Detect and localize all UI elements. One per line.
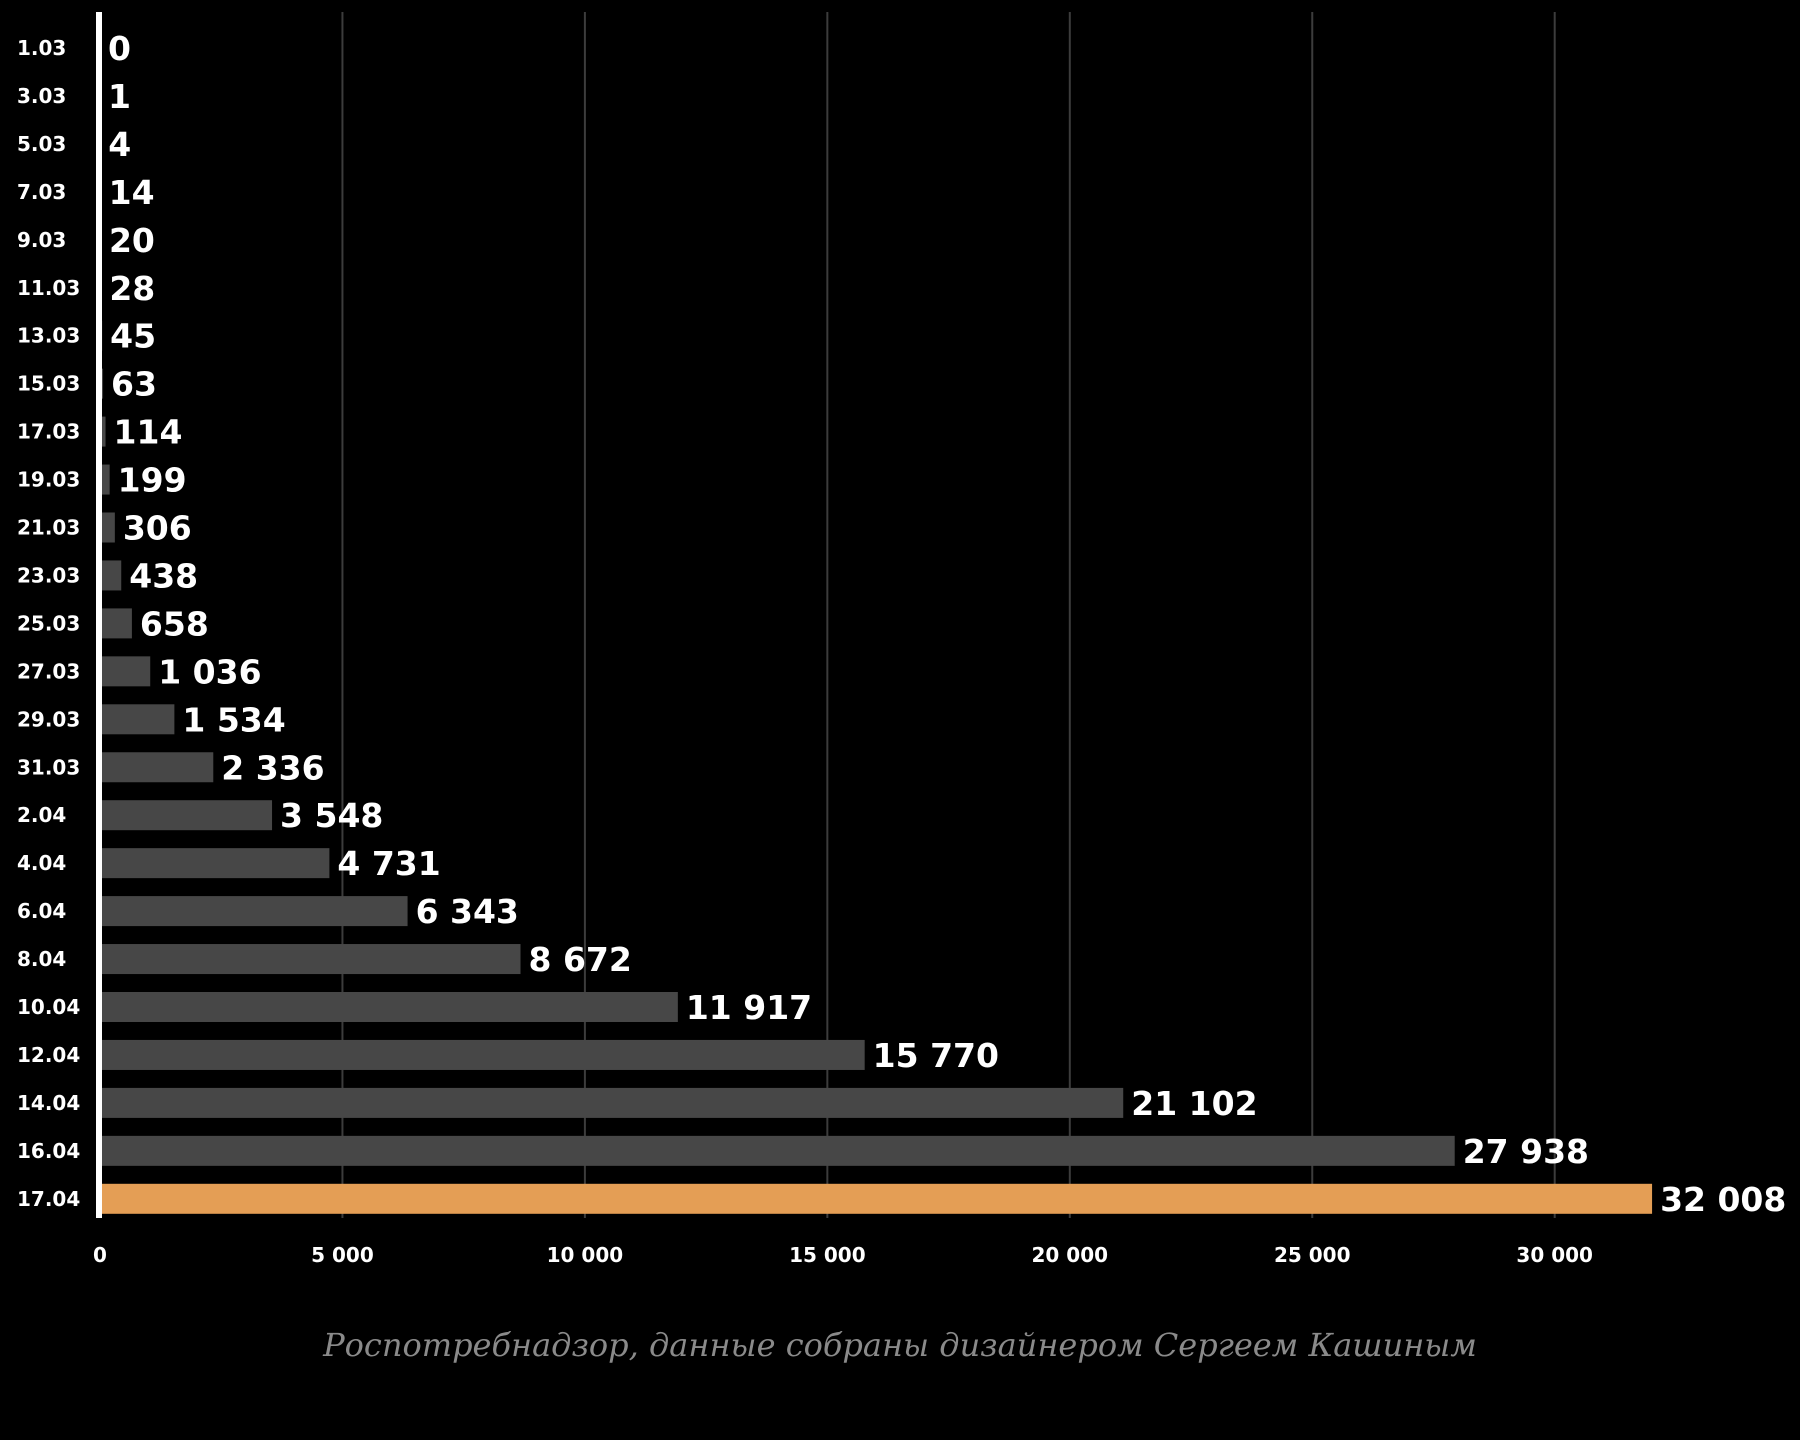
value-label: 11 917 <box>686 988 812 1027</box>
source-caption: Роспотребнадзор, данные собраны дизайнер… <box>323 1326 1477 1364</box>
category-label: 21.03 <box>17 516 80 540</box>
bar <box>100 992 678 1022</box>
bar <box>100 608 132 639</box>
bar <box>100 704 175 735</box>
category-label: 29.03 <box>17 707 80 731</box>
bar <box>100 752 214 783</box>
category-label: 9.03 <box>17 228 66 252</box>
value-label: 0 <box>108 29 131 68</box>
x-tick-label: 30 000 <box>1516 1243 1593 1267</box>
bar <box>100 464 110 495</box>
x-tick-label: 20 000 <box>1032 1243 1109 1267</box>
value-label: 6 343 <box>416 892 519 931</box>
bar <box>100 1135 1455 1166</box>
bar <box>100 944 521 975</box>
category-label: 17.04 <box>17 1187 80 1211</box>
value-label: 2 336 <box>221 748 324 787</box>
value-label: 32 008 <box>1660 1180 1786 1219</box>
category-label: 23.03 <box>17 563 80 587</box>
value-label: 27 938 <box>1463 1132 1589 1171</box>
category-label: 13.03 <box>17 324 80 348</box>
value-label: 438 <box>129 556 198 595</box>
value-label: 199 <box>118 461 187 500</box>
category-label: 11.03 <box>17 276 80 300</box>
category-label: 8.04 <box>17 947 66 971</box>
category-label: 5.03 <box>17 132 66 156</box>
value-label: 4 731 <box>337 844 440 883</box>
value-label: 114 <box>114 413 183 452</box>
value-label: 3 548 <box>280 796 383 835</box>
value-label: 21 102 <box>1131 1084 1257 1123</box>
category-label: 12.04 <box>17 1043 80 1067</box>
bar <box>100 416 106 447</box>
x-tick-label: 10 000 <box>547 1243 624 1267</box>
bar <box>100 896 408 927</box>
category-label: 25.03 <box>17 611 80 635</box>
value-label: 15 770 <box>873 1036 999 1075</box>
value-label: 1 <box>108 77 131 116</box>
category-label: 15.03 <box>17 372 80 396</box>
category-label: 19.03 <box>17 468 80 492</box>
category-label: 31.03 <box>17 755 80 779</box>
bar <box>100 848 330 879</box>
value-label: 28 <box>109 269 155 308</box>
bar <box>100 800 273 831</box>
bar <box>100 1183 1653 1214</box>
x-tick-label: 5 000 <box>311 1243 374 1267</box>
x-tick-label: 15 000 <box>789 1243 866 1267</box>
category-label: 4.04 <box>17 851 66 875</box>
value-label: 63 <box>111 365 157 404</box>
category-label: 7.03 <box>17 180 66 204</box>
category-label: 14.04 <box>17 1091 80 1115</box>
value-label: 45 <box>110 317 156 356</box>
value-label: 20 <box>109 221 155 260</box>
value-label: 8 672 <box>529 940 632 979</box>
category-label: 10.04 <box>17 995 80 1019</box>
bar <box>100 512 115 543</box>
category-label: 17.03 <box>17 420 80 444</box>
x-tick-label: 25 000 <box>1274 1243 1351 1267</box>
category-label: 2.04 <box>17 803 66 827</box>
category-label: 16.04 <box>17 1139 80 1163</box>
category-label: 1.03 <box>17 36 66 60</box>
category-label: 27.03 <box>17 659 80 683</box>
value-label: 4 <box>108 125 131 164</box>
category-label: 3.03 <box>17 84 66 108</box>
bar <box>100 1087 1124 1118</box>
value-label: 658 <box>140 604 209 643</box>
x-tick-label: 0 <box>93 1243 107 1267</box>
value-label: 14 <box>109 173 155 212</box>
value-label: 1 036 <box>158 652 261 691</box>
bar-chart: 0 5 000 10 000 15 000 20 000 25 000 30 000 1.03… <box>17 12 1786 1267</box>
bar <box>100 656 151 687</box>
bar <box>100 560 122 591</box>
value-label: 306 <box>123 509 192 548</box>
value-label: 1 534 <box>182 700 285 739</box>
bar <box>100 1039 865 1070</box>
category-label: 6.04 <box>17 899 66 923</box>
